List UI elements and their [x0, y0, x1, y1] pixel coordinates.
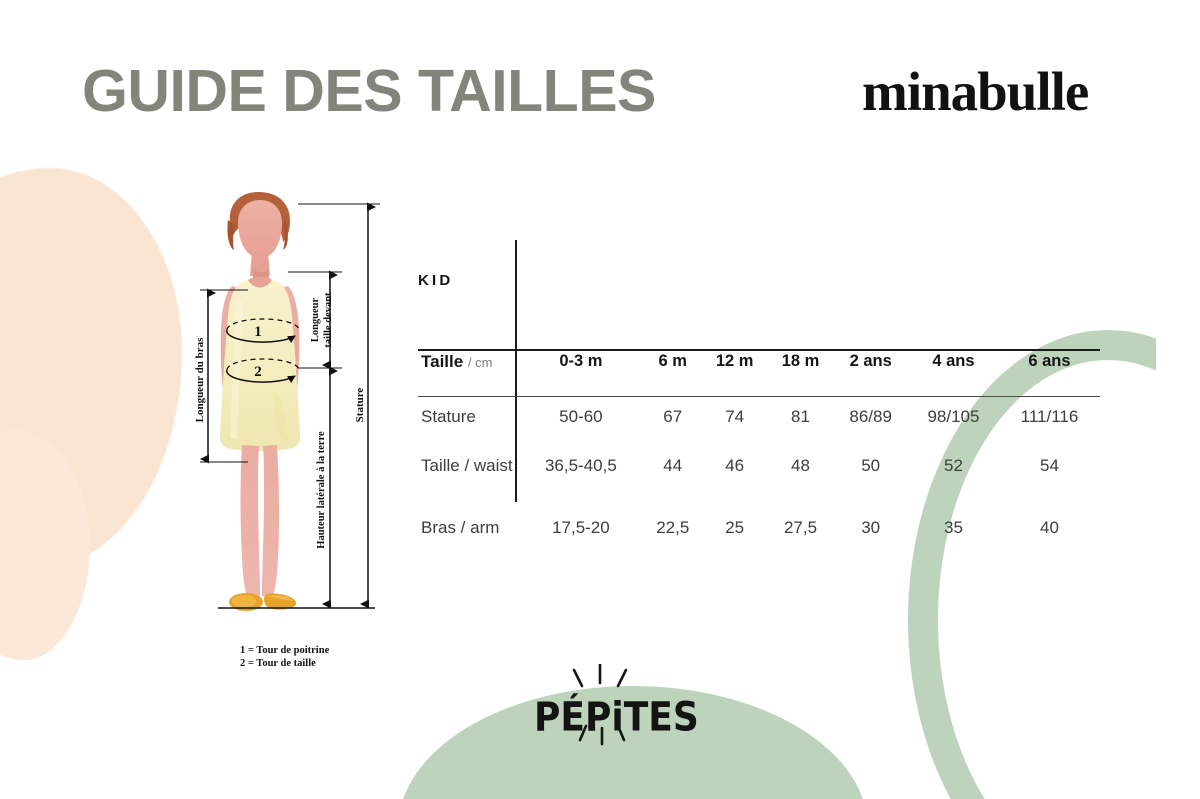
figure-legs — [240, 445, 280, 596]
row-label-arm: Bras / arm — [421, 518, 500, 537]
column-header-4: 2 ans — [849, 352, 892, 370]
cell-arm-5: 35 — [943, 518, 963, 537]
column-header-0: 0-3 m — [559, 352, 603, 370]
size-table-grid: Taille / cm 0-3 m 6 m 12 m 18 m 2 ans 4 … — [418, 352, 1100, 552]
cell-waist-2: 46 — [725, 456, 745, 475]
cell-stature-6: 111/116 — [1020, 407, 1079, 426]
figure-shoes — [229, 593, 297, 611]
svg-text:1: 1 — [254, 324, 262, 340]
cell-arm-0: 17,5-20 — [552, 518, 610, 537]
arm-length-measure — [200, 288, 248, 464]
table-row-arm: Bras / arm 17,5-20 22,5 25 27,5 30 35 40 — [418, 514, 1100, 552]
child-figure-diagram: 1 2 — [194, 192, 380, 611]
table-section-label: KID — [418, 272, 454, 289]
stature-measure — [298, 202, 380, 609]
table-row-stature: Stature 50-60 67 74 81 86/89 98/105 111/… — [418, 396, 1100, 446]
cell-stature-2: 74 — [725, 407, 745, 426]
cell-waist-6: 54 — [1040, 456, 1059, 475]
cell-arm-3: 27,5 — [783, 518, 818, 537]
front-waist-length-label: Longueur taille devant — [310, 292, 334, 348]
cell-arm-4: 30 — [861, 518, 881, 537]
measurement-illustration: 1 2 — [170, 190, 405, 680]
table-header-label: Taille / cm — [418, 352, 518, 396]
cell-arm-2: 25 — [725, 518, 745, 537]
page-header: GUIDE DES TAILLES minabulle — [0, 0, 1200, 150]
column-header-2: 12 m — [715, 352, 754, 370]
row-label-waist: Taille / waist — [421, 456, 513, 475]
pepites-logo: PÉPiTES — [512, 662, 702, 764]
row-label-stature: Stature — [421, 407, 476, 426]
column-header-3: 18 m — [781, 352, 820, 370]
column-header-5: 4 ans — [932, 352, 975, 370]
pepites-sparkle-icon — [572, 662, 628, 746]
table-vertical-divider — [515, 240, 517, 502]
cell-stature-3: 81 — [791, 407, 810, 426]
side-height-label: Hauteur latérale à la terre — [316, 431, 327, 549]
table-rule-bottom — [418, 396, 1100, 397]
stature-label: Stature — [354, 388, 366, 423]
legend-line-1: 1 = Tour de poitrine — [240, 645, 330, 656]
cell-stature-4: 86/89 — [849, 407, 892, 426]
table-rule-top — [418, 349, 1100, 351]
figure-dress — [219, 277, 301, 452]
page-title: GUIDE DES TAILLES — [82, 58, 656, 124]
figure-head — [238, 200, 282, 278]
column-header-6: 6 ans — [1028, 352, 1071, 370]
peach-blob-decor — [0, 168, 182, 568]
cell-arm-6: 40 — [1040, 518, 1059, 537]
cell-waist-0: 36,5-40,5 — [544, 456, 617, 475]
peach-blob-small-decor — [0, 430, 90, 660]
cell-arm-1: 22,5 — [656, 518, 690, 537]
cell-stature-5: 98/105 — [927, 407, 980, 426]
pepites-wordmark: PÉPiTES — [534, 694, 699, 741]
cell-waist-5: 52 — [943, 456, 963, 475]
cell-waist-1: 44 — [663, 456, 683, 475]
cell-waist-4: 50 — [861, 456, 881, 475]
brand-logo: minabulle — [862, 61, 1089, 122]
legend-line-2: 2 = Tour de taille — [240, 658, 316, 669]
table-row-waist: Taille / waist 36,5-40,5 44 46 48 50 52 … — [418, 446, 1100, 514]
cell-stature-0: 50-60 — [559, 407, 603, 426]
measurement-legend: 1 = Tour de poitrine 2 = Tour de taille — [240, 644, 329, 670]
cell-stature-1: 67 — [663, 407, 683, 426]
header-label-text: Taille — [421, 352, 464, 371]
waist-measure-ellipse: 2 — [226, 358, 300, 384]
table-header-row: Taille / cm 0-3 m 6 m 12 m 18 m 2 ans 4 … — [418, 352, 1100, 396]
arm-length-label: Longueur du bras — [194, 337, 206, 422]
header-unit-text: / cm — [467, 355, 493, 370]
svg-text:2: 2 — [254, 364, 262, 380]
bust-measure-ellipse: 1 — [226, 318, 300, 344]
cell-waist-3: 48 — [791, 456, 810, 475]
column-header-1: 6 m — [658, 352, 687, 370]
